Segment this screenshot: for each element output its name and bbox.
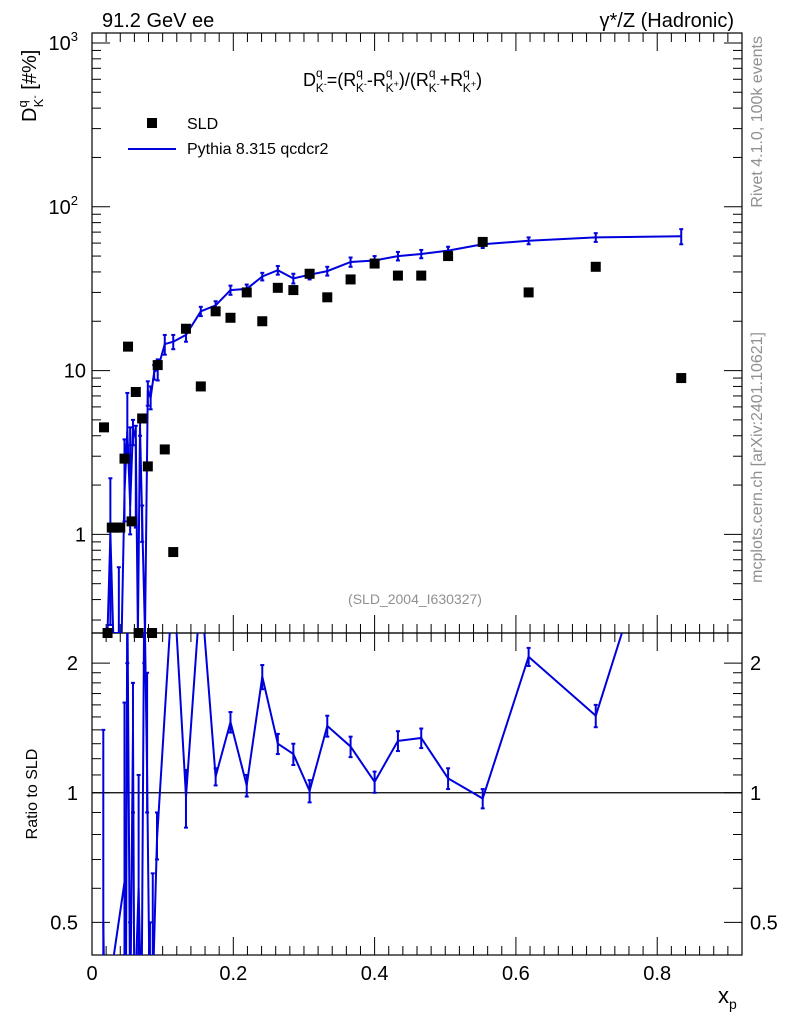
sld-data-point bbox=[159, 444, 170, 455]
sld-data-point bbox=[123, 341, 134, 352]
sld-data-point bbox=[195, 381, 206, 392]
ratio-y-axis-title: Ratio to SLD bbox=[24, 749, 41, 840]
y-tick-label: 103 bbox=[49, 29, 78, 55]
x-tick-label: 0.6 bbox=[502, 963, 530, 985]
sld-data-point bbox=[523, 287, 534, 298]
ratio-axis-ticks: 0.5 0.5 1 1 2 2 0 0.2 0.4 0.6 0.8 bbox=[50, 633, 778, 985]
sld-data-point bbox=[180, 323, 191, 334]
sld-data-point bbox=[676, 373, 687, 384]
x-tick-label: 0.2 bbox=[219, 963, 247, 985]
sld-data-point bbox=[152, 360, 163, 371]
sld-data-point bbox=[130, 386, 141, 397]
sld-data-point bbox=[304, 268, 315, 279]
svg-text:xp: xp bbox=[718, 983, 737, 1012]
sld-data-point bbox=[392, 270, 403, 281]
ratio-y-tick-label: 1 bbox=[67, 783, 78, 805]
analysis-id: (SLD_2004_I630327) bbox=[348, 591, 482, 607]
sld-data-point bbox=[102, 628, 113, 638]
x-axis-title: xp bbox=[718, 983, 737, 1012]
ratio-y-tick-label-right: 2 bbox=[750, 653, 761, 675]
legend: SLD Pythia 8.315 qcdcr2 bbox=[128, 116, 329, 158]
sld-data-point bbox=[322, 292, 333, 303]
sld-data-point bbox=[416, 270, 427, 281]
svg-text:DqK- [#%]: DqK- [#%] bbox=[15, 50, 46, 122]
x-tick-label: 0.8 bbox=[643, 963, 671, 985]
sld-data-point bbox=[443, 251, 454, 262]
sld-data-point bbox=[272, 282, 283, 293]
x-tick-label: 0 bbox=[86, 963, 97, 985]
x-tick-label: 0.4 bbox=[361, 963, 389, 985]
legend-label-mc: Pythia 8.315 qcdcr2 bbox=[187, 141, 329, 158]
sld-data-point bbox=[168, 547, 179, 558]
legend-marker-sld bbox=[147, 118, 157, 128]
process-label: γ*/Z (Hadronic) bbox=[600, 10, 734, 32]
sld-data-point bbox=[133, 628, 144, 638]
sld-data-point bbox=[369, 258, 380, 269]
ratio-line bbox=[102, 633, 623, 955]
sld-data-point bbox=[210, 306, 221, 317]
sld-data-point bbox=[126, 516, 137, 527]
ratio-y-tick-label-right: 1 bbox=[750, 783, 761, 805]
svg-text:DqK-=(RqK--RqK+)/(RqK-+RqK+): Dq K-=(Rq K--Rq K+)/(Rq K-+Rq K+) bbox=[303, 66, 482, 95]
mcplots-label: mcplots.cern.ch [arXiv:2401.10621] bbox=[749, 332, 766, 583]
sld-data-point bbox=[590, 261, 601, 272]
sld-data-point bbox=[288, 285, 299, 296]
sld-data-point bbox=[99, 422, 110, 433]
sld-data-point bbox=[241, 287, 252, 298]
ratio-series bbox=[101, 633, 623, 955]
ratio-y-tick-label: 2 bbox=[67, 653, 78, 675]
sld-data-point bbox=[142, 461, 153, 472]
sld-data-point bbox=[115, 522, 126, 533]
sld-data-point bbox=[345, 274, 356, 285]
rivet-label: Rivet 4.1.0, 100k events bbox=[749, 36, 766, 208]
ratio-panel-frame bbox=[91, 632, 743, 956]
y-tick-label: 102 bbox=[49, 193, 78, 219]
sld-data-point bbox=[137, 413, 148, 424]
energy-label: 91.2 GeV ee bbox=[102, 10, 214, 32]
sld-data-point bbox=[225, 312, 236, 323]
y-tick-label: 10 bbox=[64, 361, 86, 383]
sld-data-point bbox=[147, 628, 158, 638]
y-tick-label: 1 bbox=[75, 524, 86, 546]
main-axis-ticks: 1 10 102 103 bbox=[49, 29, 742, 633]
sld-data-point bbox=[257, 316, 268, 327]
legend-label-sld: SLD bbox=[187, 116, 218, 133]
sld-data-point bbox=[477, 236, 488, 247]
sld-series-main bbox=[99, 236, 687, 638]
formula: Dq K-=(Rq K--Rq K+)/(Rq K-+Rq K+) bbox=[303, 66, 482, 95]
mc-series-main bbox=[104, 228, 684, 633]
ratio-y-tick-label: 0.5 bbox=[50, 912, 78, 934]
mc-line bbox=[104, 235, 682, 633]
sld-data-point bbox=[119, 453, 130, 464]
y-axis-title: DqK- [#%] bbox=[15, 50, 46, 122]
ratio-y-tick-label-right: 0.5 bbox=[750, 912, 778, 934]
